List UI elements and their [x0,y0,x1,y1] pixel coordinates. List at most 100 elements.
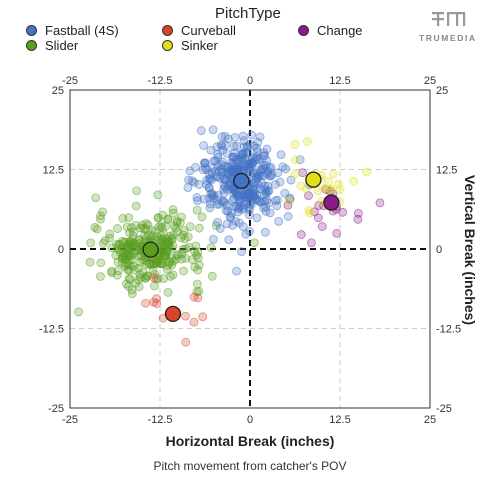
legend-item-slider[interactable]: Slider [26,38,78,53]
x-tick-label-top: 12.5 [329,75,350,87]
data-point-slider [131,239,140,249]
data-point-slider [127,289,137,298]
data-point-fastball-4s [208,125,218,135]
data-point-fastball-4s [200,158,210,168]
data-point-slider [134,282,144,292]
data-point-sinker [302,137,312,146]
y-tick-label-right: -12.5 [436,324,461,336]
data-point-slider [193,265,203,275]
data-point-change [317,222,327,231]
data-point-fastball-4s [262,144,272,154]
data-point-fastball-4s [271,180,280,189]
data-point-slider [179,266,188,276]
data-point-slider [172,251,182,261]
data-point-sinker [305,208,315,218]
data-point-slider [105,229,115,239]
data-point-slider [172,216,182,226]
x-tick-label-bottom: 25 [424,414,436,426]
data-point-fastball-4s [193,196,202,205]
y-tick-label-left: 12.5 [43,165,64,177]
data-point-fastball-4s [263,166,273,176]
data-point-slider [96,211,105,221]
data-point-fastball-4s [252,213,262,223]
y-tick-label-right: 25 [436,85,448,97]
data-point-fastball-4s [194,180,204,189]
legend-item-fastball[interactable]: Fastball (4S) [26,23,119,38]
data-point-slider [158,210,168,220]
trumedia-logo-icon [432,12,466,26]
legend-swatch-sinker [162,40,173,51]
data-point-fastball-4s [261,207,271,216]
data-point-fastball-4s [244,210,254,220]
legend-item-change[interactable]: Change [298,23,363,38]
data-point-curveball [181,311,190,321]
x-tick-label-top: -12.5 [147,75,172,87]
legend-label-slider: Slider [45,38,79,53]
y-tick-label-right: 0 [436,244,442,256]
data-point-slider [117,258,127,268]
data-point-fastball-4s [223,134,233,144]
data-point-fastball-4s [276,150,286,160]
data-point-fastball-4s [237,247,246,257]
data-point-slider [126,223,136,233]
data-point-fastball-4s [210,166,220,176]
data-point-fastball-4s [238,200,248,210]
data-point-slider [131,220,141,230]
data-point-sinker [290,140,300,149]
data-point-slider [96,258,106,268]
data-point-sinker [328,169,338,179]
data-point-slider [159,274,168,283]
legend-item-sinker[interactable]: Sinker [162,38,218,53]
data-point-slider [112,270,122,280]
data-point-slider [91,193,101,203]
data-point-fastball-4s [242,142,252,152]
data-point-fastball-4s [215,224,225,233]
data-point-slider [131,201,141,211]
data-point-fastball-4s [219,188,229,198]
data-point-slider [120,262,130,271]
data-point-curveball [149,297,159,307]
data-point-fastball-4s [265,171,275,181]
data-point-sinker [313,186,323,196]
data-point-fastball-4s [213,195,223,205]
data-point-sinker [326,185,335,195]
data-point-fastball-4s [196,126,206,135]
y-tick-label-left: -25 [48,403,64,415]
data-point-fastball-4s [245,226,254,236]
data-point-slider [153,213,163,223]
data-point-slider [150,281,159,291]
chart-caption: Pitch movement from catcher's POV [153,459,347,473]
data-point-slider [194,223,204,233]
data-point-slider [113,224,122,233]
y-tick-label-left: -12.5 [39,324,64,336]
logo-text: TRUMEDIA [419,33,477,43]
data-point-slider [111,251,121,260]
data-point-slider [74,307,83,317]
data-point-slider [85,257,95,267]
legend-label-change: Change [317,23,363,38]
data-point-slider [92,224,102,234]
data-point-slider [169,208,178,218]
data-point-change [296,230,306,239]
data-point-sinker [302,184,311,194]
y-axis-title: Vertical Break (inches) [462,174,478,326]
x-tick-label-top: -25 [62,75,78,87]
data-point-fastball-4s [238,131,248,141]
data-point-fastball-4s [217,141,227,151]
legend-swatch-change [298,25,309,36]
data-point-slider [128,261,138,271]
data-point-fastball-4s [249,188,259,198]
legend-swatch-fastball [26,25,37,36]
legend-item-curveball[interactable]: Curveball [162,23,236,38]
data-point-fastball-4s [191,163,200,172]
mean-markers [142,171,340,323]
data-point-curveball [189,317,199,327]
data-point-slider [154,222,164,232]
data-point-sinker [334,179,343,189]
legend-swatch-curveball [162,25,173,36]
data-point-slider [145,259,155,269]
data-point-slider [189,246,199,256]
data-point-fastball-4s [286,175,296,185]
